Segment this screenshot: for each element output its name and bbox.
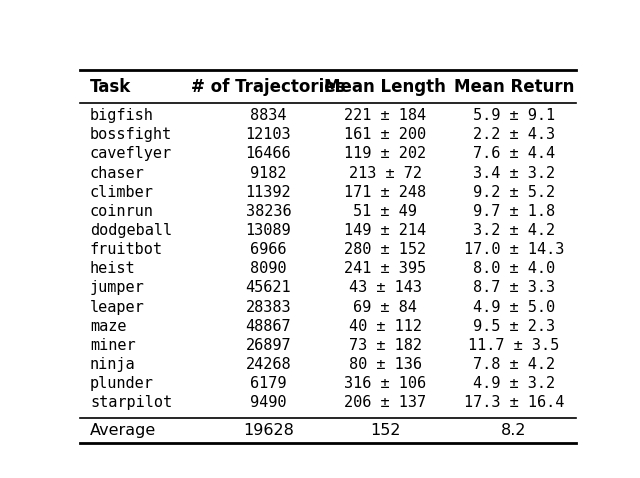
Text: 280 ± 152: 280 ± 152 <box>344 242 426 257</box>
Text: caveflyer: caveflyer <box>90 146 172 162</box>
Text: 316 ± 106: 316 ± 106 <box>344 376 426 391</box>
Text: 38236: 38236 <box>246 204 291 219</box>
Text: plunder: plunder <box>90 376 154 391</box>
Text: 8834: 8834 <box>250 108 287 123</box>
Text: 9.2 ± 5.2: 9.2 ± 5.2 <box>473 185 555 200</box>
Text: 51 ± 49: 51 ± 49 <box>353 204 417 219</box>
Text: 206 ± 137: 206 ± 137 <box>344 395 426 410</box>
Text: 161 ± 200: 161 ± 200 <box>344 127 426 142</box>
Text: 6179: 6179 <box>250 376 287 391</box>
Text: 7.6 ± 4.4: 7.6 ± 4.4 <box>473 146 555 162</box>
Text: 4.9 ± 3.2: 4.9 ± 3.2 <box>473 376 555 391</box>
Text: Task: Task <box>90 77 131 96</box>
Text: 26897: 26897 <box>246 338 291 353</box>
Text: 152: 152 <box>370 423 400 438</box>
Text: 43 ± 143: 43 ± 143 <box>349 281 422 295</box>
Text: 6966: 6966 <box>250 242 287 257</box>
Text: 28383: 28383 <box>246 300 291 315</box>
Text: leaper: leaper <box>90 300 145 315</box>
Text: 3.4 ± 3.2: 3.4 ± 3.2 <box>473 165 555 181</box>
Text: 9182: 9182 <box>250 165 287 181</box>
Text: maze: maze <box>90 319 127 334</box>
Text: bossfight: bossfight <box>90 127 172 142</box>
Text: bigfish: bigfish <box>90 108 154 123</box>
Text: 8.0 ± 4.0: 8.0 ± 4.0 <box>473 261 555 276</box>
Text: 12103: 12103 <box>246 127 291 142</box>
Text: Mean Return: Mean Return <box>454 77 574 96</box>
Text: starpilot: starpilot <box>90 395 172 410</box>
Text: 24268: 24268 <box>246 357 291 372</box>
Text: 221 ± 184: 221 ± 184 <box>344 108 426 123</box>
Text: 9490: 9490 <box>250 395 287 410</box>
Text: 3.2 ± 4.2: 3.2 ± 4.2 <box>473 223 555 238</box>
Text: ninja: ninja <box>90 357 136 372</box>
Text: 9.5 ± 2.3: 9.5 ± 2.3 <box>473 319 555 334</box>
Text: 17.3 ± 16.4: 17.3 ± 16.4 <box>464 395 564 410</box>
Text: 119 ± 202: 119 ± 202 <box>344 146 426 162</box>
Text: 8090: 8090 <box>250 261 287 276</box>
Text: 7.8 ± 4.2: 7.8 ± 4.2 <box>473 357 555 372</box>
Text: 8.7 ± 3.3: 8.7 ± 3.3 <box>473 281 555 295</box>
Text: 171 ± 248: 171 ± 248 <box>344 185 426 200</box>
Text: 4.9 ± 5.0: 4.9 ± 5.0 <box>473 300 555 315</box>
Text: 9.7 ± 1.8: 9.7 ± 1.8 <box>473 204 555 219</box>
Text: 80 ± 136: 80 ± 136 <box>349 357 422 372</box>
Text: 17.0 ± 14.3: 17.0 ± 14.3 <box>464 242 564 257</box>
Text: climber: climber <box>90 185 154 200</box>
Text: 5.9 ± 9.1: 5.9 ± 9.1 <box>473 108 555 123</box>
Text: 16466: 16466 <box>246 146 291 162</box>
Text: 11.7 ± 3.5: 11.7 ± 3.5 <box>468 338 559 353</box>
Text: dodgeball: dodgeball <box>90 223 172 238</box>
Text: miner: miner <box>90 338 136 353</box>
Text: 8.2: 8.2 <box>501 423 527 438</box>
Text: 11392: 11392 <box>246 185 291 200</box>
Text: fruitbot: fruitbot <box>90 242 163 257</box>
Text: 13089: 13089 <box>246 223 291 238</box>
Text: chaser: chaser <box>90 165 145 181</box>
Text: 241 ± 395: 241 ± 395 <box>344 261 426 276</box>
Text: 213 ± 72: 213 ± 72 <box>349 165 422 181</box>
Text: 45621: 45621 <box>246 281 291 295</box>
Text: 2.2 ± 4.3: 2.2 ± 4.3 <box>473 127 555 142</box>
Text: 73 ± 182: 73 ± 182 <box>349 338 422 353</box>
Text: 19628: 19628 <box>243 423 294 438</box>
Text: jumper: jumper <box>90 281 145 295</box>
Text: 69 ± 84: 69 ± 84 <box>353 300 417 315</box>
Text: # of Trajectories: # of Trajectories <box>191 77 346 96</box>
Text: 149 ± 214: 149 ± 214 <box>344 223 426 238</box>
Text: Average: Average <box>90 423 156 438</box>
Text: coinrun: coinrun <box>90 204 154 219</box>
Text: 40 ± 112: 40 ± 112 <box>349 319 422 334</box>
Text: Mean Length: Mean Length <box>324 77 446 96</box>
Text: heist: heist <box>90 261 136 276</box>
Text: 48867: 48867 <box>246 319 291 334</box>
